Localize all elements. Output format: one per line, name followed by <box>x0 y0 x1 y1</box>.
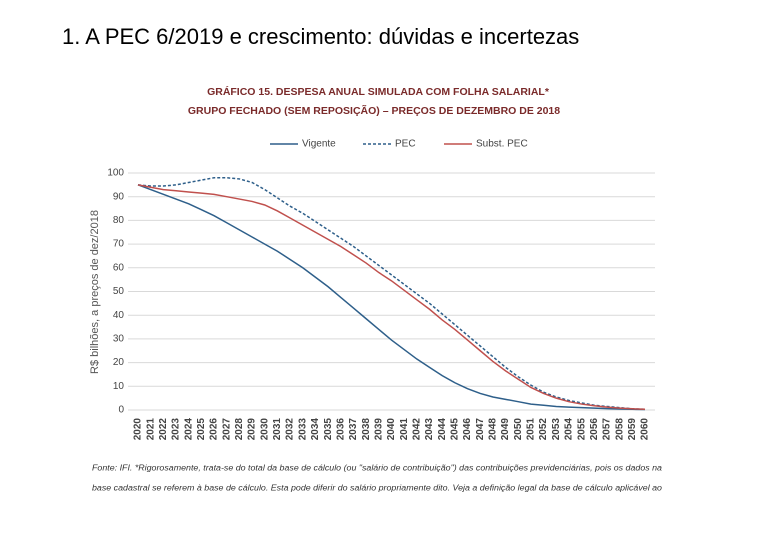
x-tick-label: 2032 <box>285 418 296 441</box>
series-line <box>137 184 646 411</box>
y-tick-label: 10 <box>113 381 125 392</box>
x-tick-label: 2052 <box>538 418 549 441</box>
x-tick-label: 2060 <box>640 418 651 441</box>
y-tick-label: 0 <box>118 405 124 416</box>
x-tick-label: 2050 <box>513 418 524 441</box>
x-tick-label: 2045 <box>450 418 461 441</box>
x-tick-label: 2030 <box>259 418 270 441</box>
x-tick-label: 2022 <box>158 418 169 441</box>
x-tick-label: 2039 <box>373 418 384 441</box>
x-tick-label: 2024 <box>183 418 194 441</box>
x-tick-label: 2036 <box>335 418 346 441</box>
x-tick-label: 2048 <box>488 418 499 441</box>
x-tick-label: 2047 <box>475 418 486 441</box>
x-tick-label: 2021 <box>145 418 156 441</box>
x-tick-label: 2051 <box>526 418 537 441</box>
x-tick-label: 2058 <box>614 418 625 441</box>
legend-label: Subst. PEC <box>476 139 528 150</box>
x-tick-label: 2033 <box>297 418 308 441</box>
chart-subtitle: GRUPO FECHADO (SEM REPOSIÇÃO) – PREÇOS D… <box>188 104 560 117</box>
x-tick-label: 2057 <box>602 418 613 441</box>
y-tick-label: 80 <box>113 215 125 226</box>
source-note: Fonte: IFI. *Rigorosamente, trata-se do … <box>92 462 662 472</box>
y-tick-label: 70 <box>113 239 125 250</box>
y-tick-label: 90 <box>113 191 125 202</box>
x-tick-label: 2053 <box>551 418 562 441</box>
x-tick-label: 2028 <box>234 418 245 441</box>
source-note: base cadastral se referem à base de cálc… <box>92 482 662 492</box>
x-tick-label: 2042 <box>411 418 422 441</box>
x-tick-label: 2029 <box>247 418 258 441</box>
x-tick-label: 2038 <box>361 418 372 441</box>
x-tick-label: 2025 <box>196 418 207 441</box>
x-tick-label: 2026 <box>209 418 220 441</box>
y-tick-label: 60 <box>113 262 125 273</box>
y-axis-label: R$ bilhões, a preços de dez/2018 <box>89 210 101 374</box>
x-tick-label: 2023 <box>171 418 182 441</box>
x-tick-label: 2059 <box>627 418 638 441</box>
x-tick-label: 2049 <box>500 418 511 441</box>
x-tick-label: 2037 <box>348 418 359 441</box>
y-tick-label: 50 <box>113 286 125 297</box>
series-line <box>137 184 646 411</box>
x-tick-label: 2027 <box>221 418 232 441</box>
x-tick-label: 2031 <box>272 418 283 441</box>
x-tick-label: 2035 <box>323 418 334 441</box>
x-tick-label: 2043 <box>424 418 435 441</box>
x-tick-label: 2046 <box>462 418 473 441</box>
x-tick-label: 2044 <box>437 418 448 441</box>
y-tick-label: 40 <box>113 310 125 321</box>
x-tick-label: 2034 <box>310 418 321 441</box>
legend-label: Vigente <box>302 139 336 150</box>
chart-title: GRÁFICO 15. DESPESA ANUAL SIMULADA COM F… <box>207 85 550 98</box>
x-tick-label: 2054 <box>564 418 575 441</box>
slide-title: 1. A PEC 6/2019 e crescimento: dúvidas e… <box>62 24 579 49</box>
x-tick-label: 2056 <box>589 418 600 441</box>
y-tick-label: 20 <box>113 357 125 368</box>
x-tick-label: 2020 <box>133 418 144 441</box>
x-tick-label: 2055 <box>576 418 587 441</box>
y-tick-label: 100 <box>107 168 124 179</box>
x-tick-label: 2040 <box>386 418 397 441</box>
legend-label: PEC <box>395 139 416 150</box>
y-tick-label: 30 <box>113 334 125 345</box>
x-tick-label: 2041 <box>399 418 410 441</box>
series-line <box>137 176 646 411</box>
